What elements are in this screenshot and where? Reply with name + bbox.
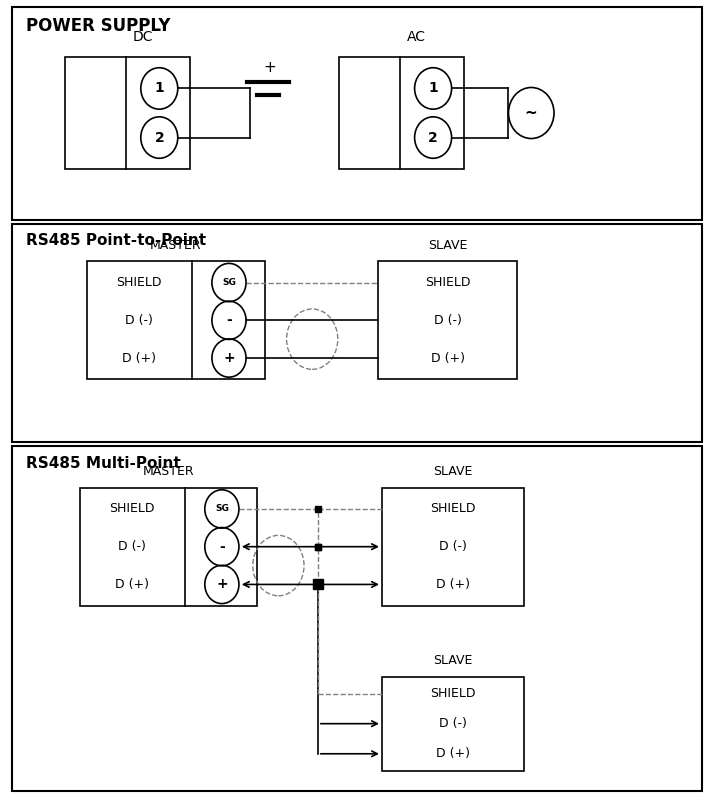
- Text: +: +: [223, 351, 235, 365]
- Text: D (-): D (-): [439, 717, 467, 730]
- Text: SHIELD: SHIELD: [431, 687, 476, 700]
- Bar: [12, 446, 702, 790]
- Text: 2: 2: [154, 130, 164, 145]
- Text: -: -: [226, 314, 232, 327]
- Text: SHIELD: SHIELD: [425, 276, 471, 289]
- Text: POWER SUPPLY: POWER SUPPLY: [26, 17, 171, 34]
- Bar: [382, 488, 524, 606]
- Bar: [66, 57, 190, 169]
- Text: SHIELD: SHIELD: [116, 276, 162, 289]
- Text: SHIELD: SHIELD: [109, 502, 155, 515]
- Text: D (-): D (-): [433, 314, 462, 326]
- Text: D (+): D (+): [115, 578, 149, 591]
- Text: D (+): D (+): [122, 351, 156, 365]
- Text: SLAVE: SLAVE: [433, 654, 473, 667]
- Text: MASTER: MASTER: [143, 465, 194, 478]
- Bar: [80, 488, 258, 606]
- Text: ~: ~: [525, 106, 538, 121]
- Bar: [86, 262, 265, 379]
- Text: D (-): D (-): [126, 314, 154, 326]
- Text: DC: DC: [132, 30, 153, 45]
- Bar: [382, 677, 524, 770]
- Bar: [378, 262, 517, 379]
- Text: 2: 2: [428, 130, 438, 145]
- Text: -: -: [219, 540, 225, 554]
- Text: RS485 Multi-Point: RS485 Multi-Point: [26, 456, 181, 471]
- Text: SLAVE: SLAVE: [433, 465, 473, 478]
- Text: SG: SG: [222, 278, 236, 287]
- Text: 1: 1: [154, 82, 164, 95]
- Text: MASTER: MASTER: [150, 238, 201, 252]
- Text: +: +: [263, 60, 276, 75]
- Text: SHIELD: SHIELD: [431, 502, 476, 515]
- Bar: [12, 224, 702, 442]
- Text: RS485 Point-to-Point: RS485 Point-to-Point: [26, 234, 206, 248]
- Text: SG: SG: [215, 505, 228, 514]
- Bar: [339, 57, 463, 169]
- Text: AC: AC: [407, 30, 426, 45]
- Text: D (-): D (-): [119, 540, 146, 553]
- Text: D (+): D (+): [436, 578, 470, 591]
- Text: D (+): D (+): [436, 747, 470, 760]
- Text: SLAVE: SLAVE: [428, 238, 468, 252]
- Text: 1: 1: [428, 82, 438, 95]
- Text: +: +: [216, 578, 228, 591]
- Text: D (+): D (+): [431, 351, 465, 365]
- Text: D (-): D (-): [439, 540, 467, 553]
- Bar: [12, 7, 702, 220]
